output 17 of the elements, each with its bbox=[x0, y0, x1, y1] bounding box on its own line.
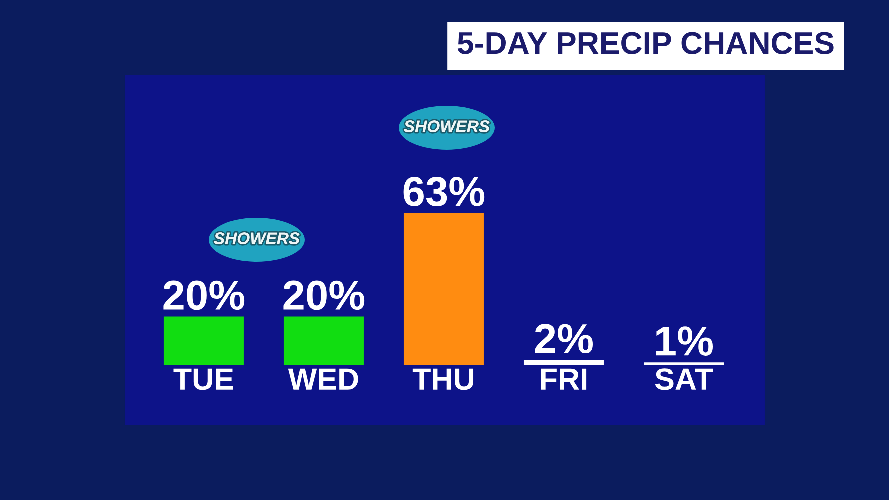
x-tick-label: WED bbox=[288, 368, 358, 390]
bar bbox=[524, 360, 604, 365]
data-label: 20% bbox=[164, 280, 245, 310]
annotation: SHOWERS bbox=[214, 232, 300, 244]
text: SHOWERS bbox=[404, 120, 490, 132]
bar bbox=[164, 316, 244, 365]
x-tick-label: THU bbox=[412, 368, 474, 390]
data-label: 63% bbox=[404, 176, 485, 207]
bar bbox=[404, 213, 484, 365]
x-tick-label: TUE bbox=[174, 368, 234, 390]
bar bbox=[284, 316, 364, 365]
x-tick-label: SAT bbox=[655, 368, 714, 390]
data-label: 2% bbox=[535, 324, 593, 354]
data-label: 20% bbox=[284, 280, 365, 310]
chart-title: 5-DAY PRECIP CHANCES bbox=[458, 32, 834, 54]
x-tick-label: FRI bbox=[541, 368, 587, 390]
data-label: 1% bbox=[656, 326, 714, 356]
